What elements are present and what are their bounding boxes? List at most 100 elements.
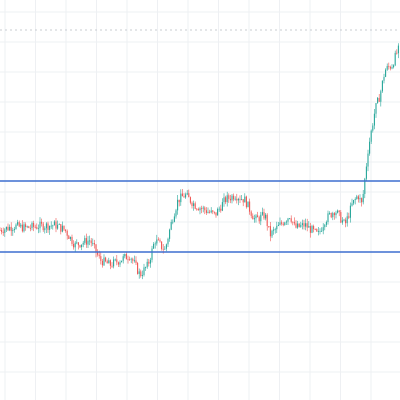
candle-down: [93, 243, 95, 245]
candle-up: [351, 203, 353, 206]
candle-down: [106, 261, 108, 264]
candle-up: [255, 215, 257, 219]
candle-up: [39, 221, 41, 229]
candle-up: [317, 231, 319, 232]
candle-down: [79, 245, 81, 248]
candle-up: [231, 195, 233, 201]
candle-down: [132, 258, 134, 261]
candle-down: [314, 229, 316, 230]
candle-up: [12, 230, 14, 232]
candle-down: [162, 248, 164, 250]
candle-up: [37, 228, 39, 230]
candle-down: [340, 212, 342, 223]
candle-down: [189, 197, 191, 203]
candle-up: [121, 260, 123, 263]
candle-down: [18, 222, 20, 227]
candle-up: [151, 248, 153, 260]
candle-up: [383, 76, 385, 81]
candle-down: [116, 259, 118, 263]
candle-down: [229, 198, 231, 201]
candle-up: [170, 221, 172, 230]
candle-down: [204, 207, 206, 211]
candle-up: [375, 103, 377, 114]
candle-up: [276, 225, 278, 230]
candle-down: [209, 211, 211, 213]
candle-down: [281, 222, 283, 224]
candle-up: [175, 210, 177, 217]
candle-up: [223, 197, 225, 203]
candle-down: [258, 217, 260, 222]
candle-up: [325, 222, 327, 225]
candle-down: [257, 215, 259, 218]
candle-down: [137, 262, 139, 274]
candle-up: [173, 216, 175, 222]
candle-up: [74, 242, 76, 248]
candle-up: [20, 224, 22, 227]
candle-up: [15, 224, 17, 229]
candle-down: [345, 219, 347, 224]
candle-down: [181, 193, 183, 197]
candle-up: [308, 226, 310, 228]
candle-down: [298, 223, 300, 227]
candle-up: [391, 67, 393, 69]
candle-down: [313, 226, 315, 230]
candle-down: [68, 235, 70, 239]
candles: [0, 43, 399, 280]
candle-down: [188, 193, 190, 198]
candle-down: [338, 210, 340, 213]
candle-up: [244, 196, 246, 203]
candle-up: [193, 203, 195, 206]
candle-down: [98, 254, 100, 257]
candle-up: [253, 218, 255, 220]
candle-down: [66, 231, 68, 236]
candle-up: [108, 260, 110, 264]
candle-up: [210, 210, 212, 213]
candle-up: [319, 230, 321, 232]
candle-down: [225, 197, 227, 203]
candle-up: [154, 243, 156, 245]
candle-up: [234, 198, 236, 200]
candle-up: [289, 218, 291, 220]
candle-up: [341, 220, 343, 223]
candle-down: [263, 212, 265, 219]
candle-up: [177, 199, 179, 211]
candle-up: [346, 216, 348, 224]
candle-down: [242, 199, 244, 203]
candle-up: [343, 219, 345, 221]
candle-down: [292, 221, 294, 223]
level-lines[interactable]: [0, 180, 400, 253]
candle-down: [396, 52, 398, 54]
candle-up: [284, 222, 286, 225]
candle-up: [133, 260, 135, 262]
candle-up: [172, 221, 174, 223]
candle-down: [236, 198, 238, 201]
candle-down: [266, 214, 268, 227]
candle-up: [327, 213, 329, 223]
candle-up: [335, 212, 337, 216]
candle-down: [249, 201, 251, 212]
candle-up: [362, 193, 364, 203]
candle-up: [221, 202, 223, 211]
candle-up: [13, 228, 15, 230]
candle-up: [354, 198, 356, 201]
candle-down: [105, 257, 107, 262]
candle-down: [1, 230, 3, 232]
candle-up: [217, 209, 219, 216]
candle-up: [50, 225, 52, 227]
candle-up: [146, 261, 148, 268]
candle-up: [44, 228, 46, 231]
candle-down: [250, 211, 252, 216]
candle-up: [23, 224, 25, 232]
candle-down: [36, 227, 38, 229]
candle-up: [321, 230, 323, 232]
candle-down: [196, 208, 198, 210]
candle-down: [63, 225, 65, 230]
candle-up: [202, 207, 204, 209]
candle-down: [140, 271, 142, 277]
candle-down: [178, 199, 180, 203]
candle-up: [394, 52, 396, 66]
candle-up: [186, 193, 188, 195]
candle-up: [164, 248, 166, 250]
